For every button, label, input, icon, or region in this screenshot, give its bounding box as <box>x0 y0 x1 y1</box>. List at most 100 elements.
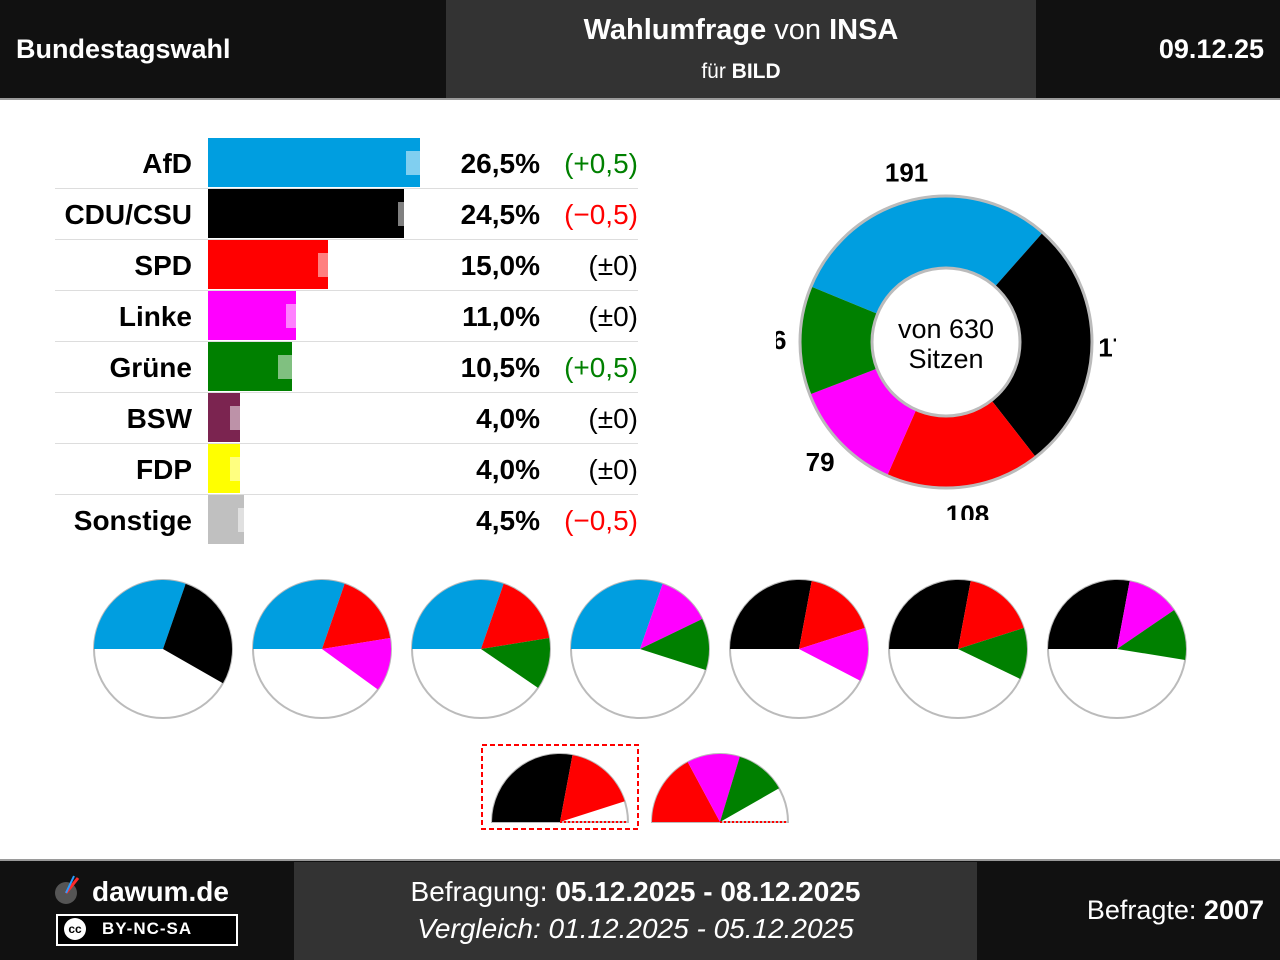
bar-afd <box>208 138 420 187</box>
previous-value-marker-cdu-csu <box>398 202 430 226</box>
footer-center-panel <box>294 862 977 960</box>
coalition-slice-cdu-csu <box>1048 580 1130 649</box>
coalition-slice-spd <box>560 755 625 822</box>
election-title: Bundestagswahl <box>16 34 231 64</box>
institute-name: INSA <box>829 14 899 46</box>
coalition-slice-linke <box>322 638 391 690</box>
party-row-sonstige: Sonstige 4,5% (−0,5) <box>55 495 638 546</box>
survey-period-dates: 05.12.2025 - 08.12.2025 <box>555 876 861 907</box>
coalition-slice-linke <box>687 754 740 822</box>
row-divider <box>55 239 638 240</box>
party-label-afd: AfD <box>142 148 192 179</box>
seat-label-afd: 191 <box>885 160 928 188</box>
party-label-fdp: FDP <box>136 454 192 485</box>
coalition-chart-8 <box>481 744 639 830</box>
coalition-slice-spd <box>652 762 720 822</box>
coalition-slice-afd <box>253 580 345 649</box>
coalition-slice-gr-ne <box>720 756 780 822</box>
poll-title-word: Wahlumfrage <box>583 14 767 46</box>
coalition-chart-4 <box>570 579 710 719</box>
coalition-slice-gr-ne <box>481 638 550 688</box>
license-badge[interactable]: cc BY-NC-SA <box>56 914 238 946</box>
party-label-bsw: BSW <box>126 403 192 434</box>
value-label-spd: 15,0% <box>460 250 540 281</box>
change-label-sonstige: (−0,5) <box>564 505 638 536</box>
value-label-linke: 11,0% <box>462 301 540 332</box>
previous-value-marker-bsw <box>230 406 262 430</box>
coalition-slice-cdu-csu <box>889 580 971 649</box>
respondent-count: Befragte: 2007 <box>1087 895 1264 926</box>
donut-center-label: von 630 <box>898 314 994 344</box>
change-label-fdp: (±0) <box>588 454 638 485</box>
previous-value-marker-spd <box>318 253 350 277</box>
coalition-charts <box>93 579 1187 830</box>
party-label-sonstige: Sonstige <box>73 505 192 536</box>
coalition-slice-gr-ne <box>640 619 709 670</box>
party-row-linke: Linke 11,0% (±0) <box>55 291 638 342</box>
comparison-period: Vergleich: 01.12.2025 - 05.12.2025 <box>417 913 854 944</box>
coalition-slice-cdu-csu <box>163 583 232 684</box>
previous-value-marker-linke <box>286 304 318 328</box>
poll-title-connector: von <box>766 14 830 46</box>
row-divider <box>55 494 638 495</box>
value-label-gr-ne: 10,5% <box>460 352 540 383</box>
brand-link[interactable]: dawum.de <box>92 876 229 907</box>
value-label-sonstige: 4,5% <box>476 505 540 536</box>
party-label-linke: Linke <box>118 301 192 332</box>
coalition-chart-1 <box>93 579 233 719</box>
seat-label-linke: 79 <box>806 447 835 477</box>
row-divider <box>55 443 638 444</box>
seat-label-cdu-csu: 176 <box>1098 332 1116 362</box>
coalition-chart-7 <box>1047 579 1187 719</box>
change-label-spd: (±0) <box>588 250 638 281</box>
respondent-value: 2007 <box>1203 895 1264 925</box>
donut-slice-linke <box>809 368 917 476</box>
change-label-cdu-csu: (−0,5) <box>564 199 638 230</box>
license-label: BY-NC-SA <box>102 919 193 938</box>
client-prefix: für <box>701 60 732 83</box>
coalition-slice-afd <box>94 580 186 649</box>
bar-linke <box>208 291 296 340</box>
poll-title: Wahlumfrage von INSA <box>446 14 1036 47</box>
header-divider <box>0 98 1280 100</box>
change-label-afd: (+0,5) <box>564 148 638 179</box>
party-row-bsw: BSW 4,0% (±0) <box>55 393 638 444</box>
coalition-chart-3 <box>411 579 551 719</box>
seat-label-spd: 108 <box>946 500 989 520</box>
client-name: BILD <box>731 60 781 83</box>
value-label-afd: 26,5% <box>460 148 540 179</box>
party-row-spd: SPD 15,0% (±0) <box>55 240 638 291</box>
value-label-bsw: 4,0% <box>476 403 540 434</box>
donut-center-sublabel: Sitzen <box>908 344 983 374</box>
survey-period-label: Befragung: <box>410 876 556 907</box>
coalition-slice-gr-ne <box>958 628 1027 679</box>
respondent-label: Befragte: <box>1086 895 1204 925</box>
coalition-chart-5 <box>729 579 869 719</box>
row-divider <box>55 392 638 393</box>
donut-slice-gr-ne <box>800 286 878 395</box>
previous-value-marker-sonstige <box>238 508 270 532</box>
header-center-panel <box>446 0 1036 98</box>
previous-value-marker-afd <box>406 151 438 175</box>
previous-value-marker-fdp <box>230 457 262 481</box>
bar-spd <box>208 240 328 289</box>
footer-divider <box>0 859 1280 861</box>
seat-label-gr-ne: 76 <box>776 325 786 355</box>
poll-date: 09.12.25 <box>1158 34 1264 64</box>
donut-slice-afd <box>810 195 1043 314</box>
value-label-cdu-csu: 24,5% <box>460 199 540 230</box>
party-label-gr-ne: Grüne <box>109 352 192 383</box>
donut-slice-spd <box>887 400 1036 488</box>
coalition-chart-2 <box>252 579 392 719</box>
party-row-gr-ne: Grüne 10,5% (+0,5) <box>55 342 638 393</box>
party-row-cdu-csu: CDU/CSU 24,5% (−0,5) <box>55 189 638 240</box>
poll-client: für BILD <box>446 60 1036 84</box>
party-label-cdu-csu: CDU/CSU <box>64 199 192 230</box>
party-label-spd: SPD <box>134 250 192 281</box>
party-row-fdp: FDP 4,0% (±0) <box>55 444 638 495</box>
coalition-slice-linke <box>1117 581 1175 649</box>
party-row-afd: AfD 26,5% (+0,5) <box>55 138 638 189</box>
bar-cdu-csu <box>208 189 404 238</box>
cc-icon: cc <box>64 918 86 940</box>
